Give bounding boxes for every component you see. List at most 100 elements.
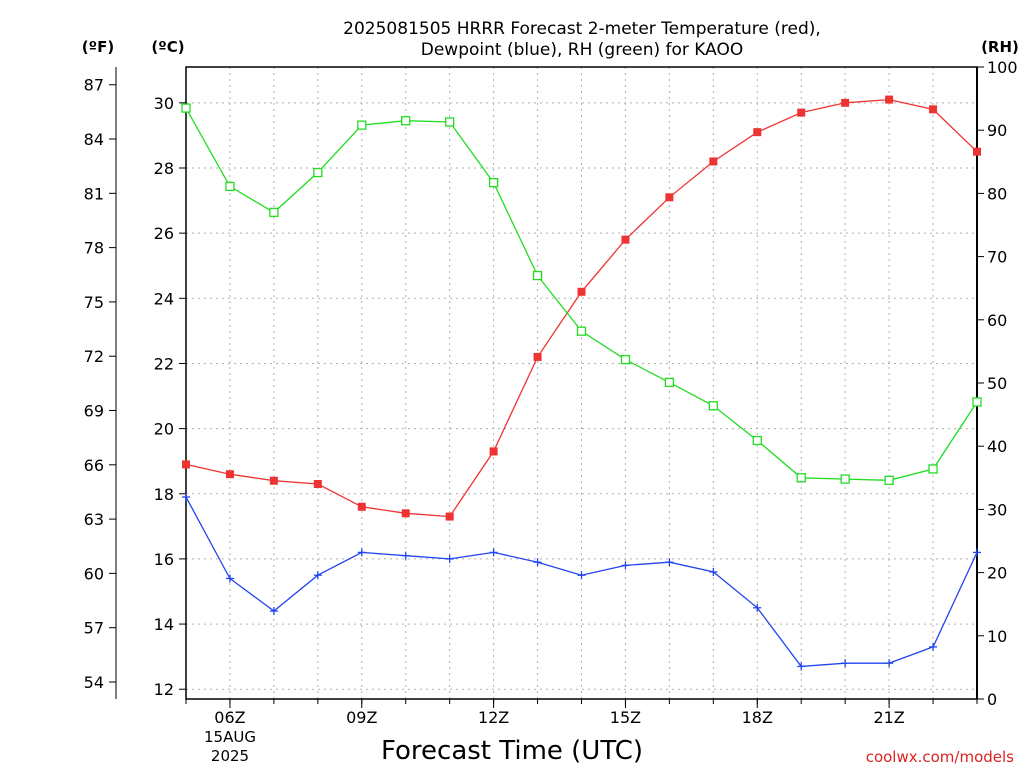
rh-tick-label: 20: [987, 564, 1007, 583]
dewpoint-point: [269, 607, 278, 616]
celsius-tick-label: 26: [154, 224, 174, 243]
x-axis-title: Forecast Time (UTC): [381, 736, 643, 766]
temperature-point: [709, 157, 718, 166]
celsius-tick-label: 24: [154, 289, 174, 308]
fahrenheit-tick-label: 54: [84, 673, 104, 692]
series: [181, 95, 982, 671]
temperature-point: [182, 460, 190, 469]
celsius-tick-label: 18: [154, 485, 174, 504]
rh-tick-label: 30: [987, 500, 1007, 519]
fahrenheit-tick-label: 69: [84, 402, 104, 421]
dewpoint-point: [753, 603, 762, 612]
x-tick-label: 09Z: [346, 708, 377, 727]
axes: 54 57 60 63 66 69 72 75 78 81 84 87 12 14 16 18 20 22 24 26…: [84, 58, 1018, 727]
celsius-tick-label: 14: [154, 615, 174, 634]
celsius-unit-label: (ºC): [151, 38, 184, 56]
rh-point: [488, 178, 499, 188]
rh-series: [181, 103, 982, 485]
fahrenheit-unit-label: (ºF): [82, 38, 114, 56]
dewpoint-point: [445, 554, 454, 563]
rh-point: [752, 435, 762, 446]
rh-point: [972, 397, 982, 407]
rh-tick-label: 60: [987, 311, 1007, 330]
fahrenheit-tick-label: 60: [84, 564, 104, 583]
dewpoint-point: [225, 574, 234, 583]
fahrenheit-tick-label: 72: [84, 347, 104, 366]
temperature-point: [797, 108, 806, 117]
rh-unit-label: (RH): [981, 38, 1019, 56]
fahrenheit-tick-label: 75: [84, 293, 104, 312]
plot-frame: [185, 66, 978, 700]
chart-title-line1: 2025081505 HRRR Forecast 2-meter Tempera…: [343, 19, 821, 39]
rh-point: [401, 116, 411, 126]
rh-tick-label: 70: [987, 248, 1007, 267]
rh-point: [796, 473, 806, 483]
rh-point: [664, 377, 675, 388]
temperature-point: [445, 512, 454, 521]
temperature-point: [225, 470, 234, 479]
temperature-point: [533, 352, 542, 361]
dewpoint-point: [182, 493, 190, 502]
rh-point: [884, 475, 894, 485]
x-tick-label: 06Z: [214, 708, 245, 727]
rh-point: [532, 270, 543, 281]
temperature-point: [929, 105, 938, 114]
rh-tick-label: 10: [987, 627, 1007, 646]
dewpoint-point: [709, 567, 718, 576]
dewpoint-point: [533, 558, 542, 567]
celsius-tick-label: 22: [154, 354, 174, 373]
rh-tick-label: 90: [987, 121, 1007, 140]
temperature-point: [621, 235, 630, 244]
dewpoint-point: [621, 561, 630, 570]
dewpoint-series: [182, 493, 981, 671]
fahrenheit-tick-label: 81: [84, 184, 104, 203]
rh-point: [357, 120, 367, 130]
rh-tick-label: 100: [987, 58, 1018, 77]
dewpoint-line: [185, 496, 978, 668]
temperature-point: [357, 502, 366, 511]
rh-point: [445, 117, 455, 127]
temperature-point: [841, 98, 850, 107]
rh-point: [181, 103, 191, 113]
temperature-point: [973, 147, 981, 156]
temperature-point: [489, 447, 498, 456]
fahrenheit-tick-label: 66: [84, 456, 104, 475]
fahrenheit-tick-label: 63: [84, 510, 104, 529]
rh-tick-label: 40: [987, 437, 1007, 456]
rh-tick-label: 80: [987, 184, 1007, 203]
dewpoint-point: [401, 551, 410, 560]
dewpoint-point: [489, 548, 498, 557]
temperature-point: [753, 128, 762, 137]
fahrenheit-tick-label: 57: [84, 619, 104, 638]
rh-point: [620, 354, 631, 365]
x-tick-label: 15Z: [610, 708, 641, 727]
rh-point: [840, 474, 850, 484]
rh-point: [313, 167, 323, 178]
dewpoint-point: [973, 548, 981, 557]
dewpoint-point: [357, 548, 366, 557]
dewpoint-point: [841, 659, 850, 668]
rh-point: [708, 401, 718, 411]
date-label-year: 2025: [211, 747, 249, 765]
rh-point: [269, 207, 279, 218]
grid: [186, 67, 977, 699]
rh-tick-label: 0: [987, 690, 997, 709]
rh-point: [225, 181, 235, 192]
x-tick-label: 18Z: [742, 708, 773, 727]
x-tick-label: 12Z: [478, 708, 509, 727]
dewpoint-point: [577, 571, 586, 580]
rh-tick-label: 50: [987, 374, 1007, 393]
temperature-point: [577, 287, 586, 296]
date-label-day: 15AUG: [204, 728, 256, 746]
temperature-point: [313, 479, 322, 488]
temperature-point: [269, 476, 278, 485]
temperature-series: [182, 95, 981, 521]
celsius-tick-label: 30: [154, 94, 174, 113]
dewpoint-point: [885, 659, 894, 668]
celsius-tick-label: 16: [154, 550, 174, 569]
watermark-text: coolwx.com/models: [866, 748, 1014, 766]
fahrenheit-tick-label: 78: [84, 239, 104, 258]
dewpoint-point: [665, 558, 674, 567]
